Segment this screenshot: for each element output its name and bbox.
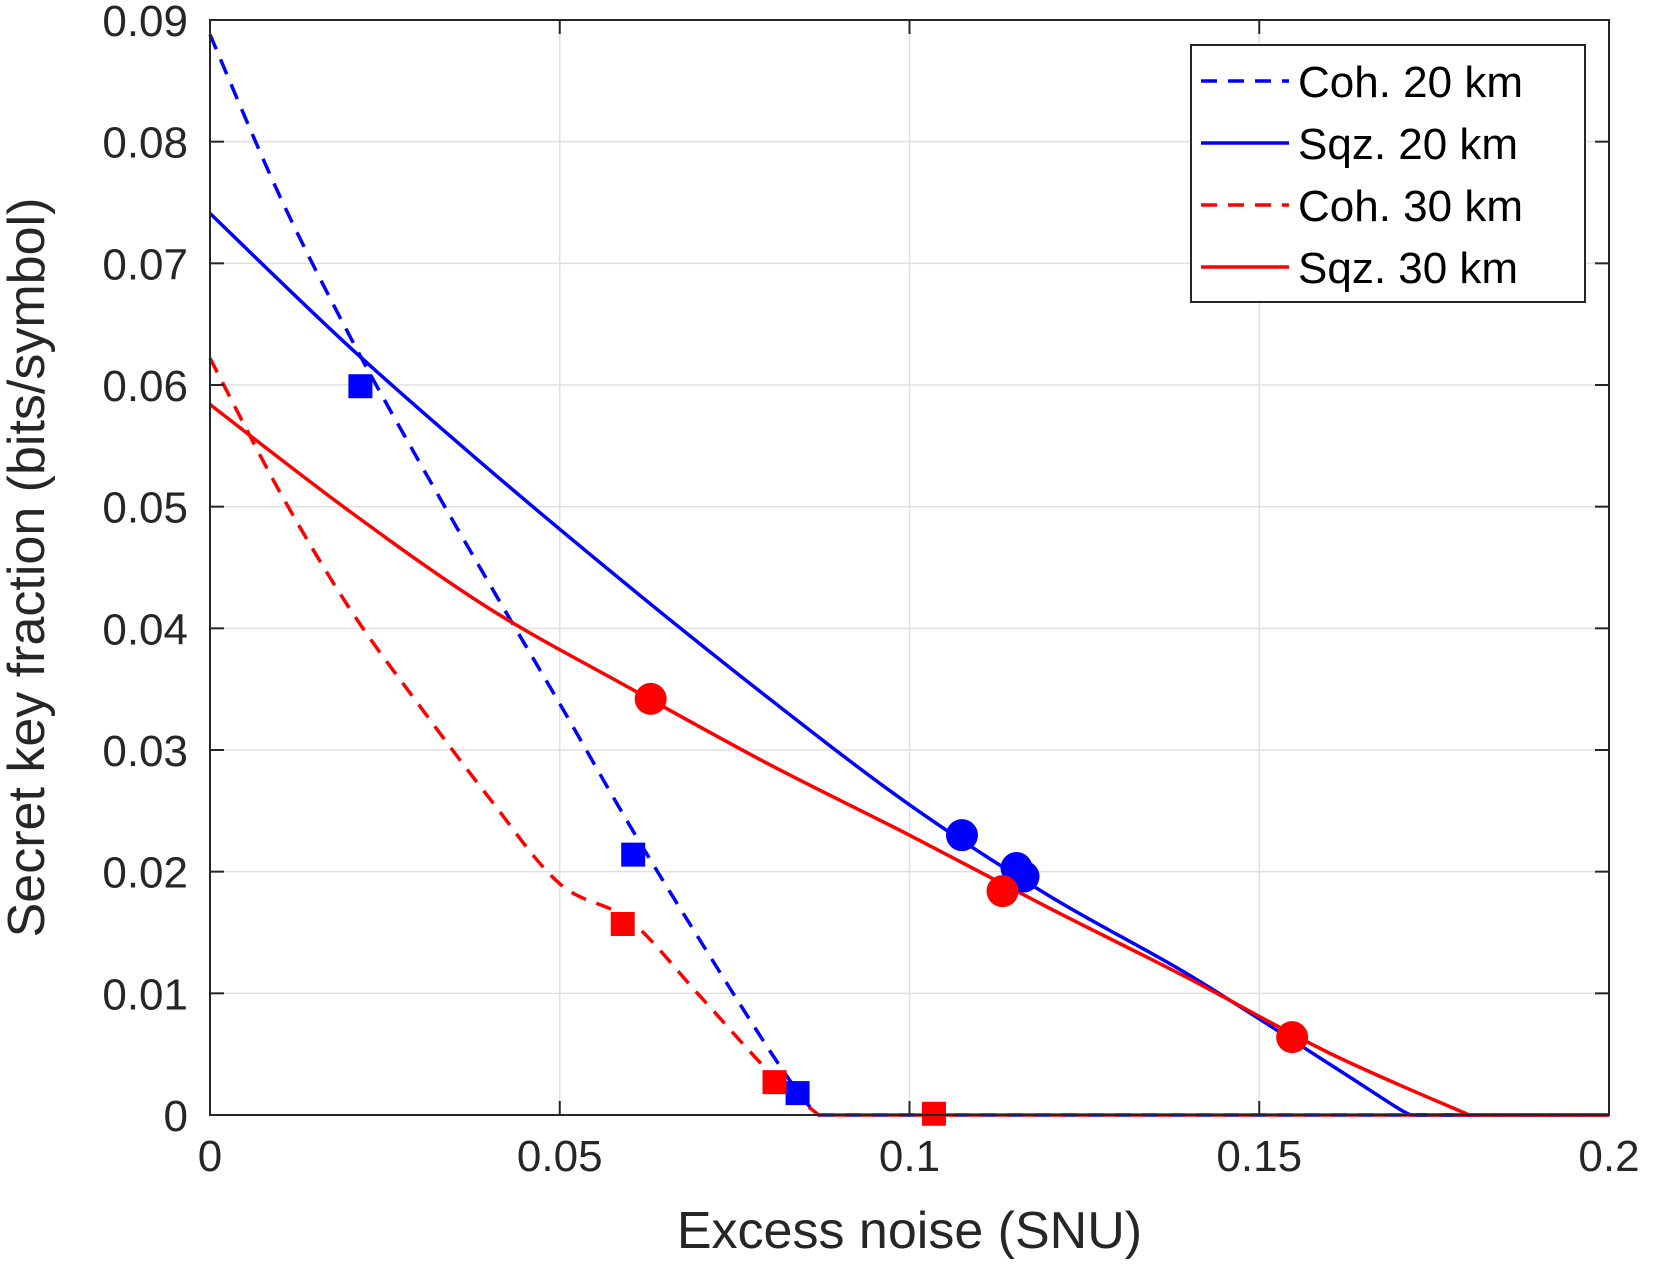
marker-square-coh-20-km xyxy=(621,842,646,867)
tick-labels: 0 0.05 0.1 0.15 0.2 0 0.01 0.02 0.03 0.04 0.05 0.06… xyxy=(102,0,1639,1181)
x-axis-title: Excess noise (SNU) xyxy=(677,1202,1142,1260)
marker-circle-sqz-30-km xyxy=(986,875,1019,908)
x-tick-label: 0.2 xyxy=(1578,1132,1639,1181)
y-tick-label: 0.01 xyxy=(102,970,188,1019)
series-line-sqz-20-km xyxy=(208,212,1609,1117)
legend-label-coh-30-km: Coh. 30 km xyxy=(1298,182,1523,231)
marker-square-coh-30-km xyxy=(610,911,635,936)
y-axis-title: Secret key fraction (bits/symbol) xyxy=(0,198,56,938)
marker-square-coh-30-km xyxy=(762,1070,787,1095)
x-tick-label: 0.15 xyxy=(1216,1132,1302,1181)
y-tick-label: 0.06 xyxy=(102,362,188,411)
y-tick-label: 0.08 xyxy=(102,119,188,168)
markers xyxy=(348,374,1309,1126)
curves xyxy=(208,33,1609,1117)
y-tick-label: 0.07 xyxy=(102,240,188,289)
x-tick-label: 0.1 xyxy=(879,1132,940,1181)
x-tick-label: 0.05 xyxy=(517,1132,603,1181)
series-line-sqz-30-km xyxy=(208,403,1609,1117)
marker-circle-sqz-30-km xyxy=(634,682,667,715)
y-tick-label: 0.04 xyxy=(102,605,188,654)
y-tick-label: 0 xyxy=(164,1092,188,1141)
y-tick-label: 0.05 xyxy=(102,484,188,533)
ticks xyxy=(209,19,1610,1116)
series-line-coh-30-km xyxy=(208,357,1609,1117)
marker-square-coh-30-km xyxy=(921,1101,946,1126)
x-tick-label: 0 xyxy=(198,1132,222,1181)
y-tick-label: 0.03 xyxy=(102,727,188,776)
marker-square-coh-20-km xyxy=(785,1081,810,1106)
legend-box xyxy=(1190,44,1586,303)
legend-label-coh-20-km: Coh. 20 km xyxy=(1298,58,1523,107)
y-tick-label: 0.09 xyxy=(102,0,188,46)
legend: Coh. 20 km Sqz. 20 km Coh. 30 km Sqz. 30 km xyxy=(1190,44,1586,303)
marker-square-coh-20-km xyxy=(348,374,373,399)
marker-circle-sqz-20-km xyxy=(945,819,978,852)
y-tick-label: 0.02 xyxy=(102,849,188,898)
legend-label-sqz-30-km: Sqz. 30 km xyxy=(1298,244,1518,293)
series-line-coh-20-km xyxy=(208,33,1609,1117)
legend-label-sqz-20-km: Sqz. 20 km xyxy=(1298,120,1518,169)
marker-circle-sqz-30-km xyxy=(1276,1021,1309,1054)
